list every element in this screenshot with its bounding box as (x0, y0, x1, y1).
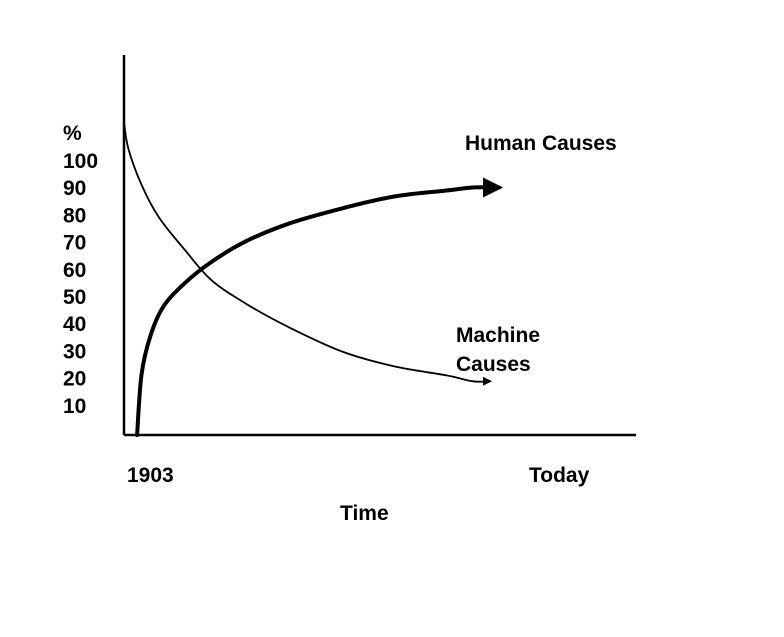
y-tick-label: 20 (63, 368, 86, 391)
x-axis-title: Time (340, 502, 389, 525)
y-tick-label: 10 (63, 395, 86, 418)
y-tick-label: 50 (63, 286, 86, 309)
series-line-human-causes (135, 177, 503, 437)
y-tick-labels: 100 90 80 70 60 50 40 30 20 10 (63, 150, 98, 418)
y-axis-unit-label: % (63, 122, 82, 145)
y-tick-label: 60 (63, 259, 86, 282)
y-tick-label: 30 (63, 340, 86, 363)
series-layer (123, 121, 503, 437)
series-label-machine-line-2: Causes (456, 353, 531, 376)
series-label-human-line-1: Human Causes (465, 132, 617, 155)
y-tick-label: 90 (63, 177, 86, 200)
series-label-human: Human Causes (465, 132, 617, 155)
series-label-machine: Machine Causes (456, 324, 540, 376)
x-tick-label-end: Today (529, 464, 590, 487)
y-tick-label: 40 (63, 313, 86, 336)
series-label-machine-line-1: Machine (456, 324, 540, 347)
series-line-machine-causes (123, 121, 492, 386)
y-tick-label: 100 (63, 150, 98, 173)
y-tick-label: 80 (63, 204, 86, 227)
y-tick-label: 70 (63, 232, 86, 255)
x-tick-label-start: 1903 (127, 464, 174, 487)
